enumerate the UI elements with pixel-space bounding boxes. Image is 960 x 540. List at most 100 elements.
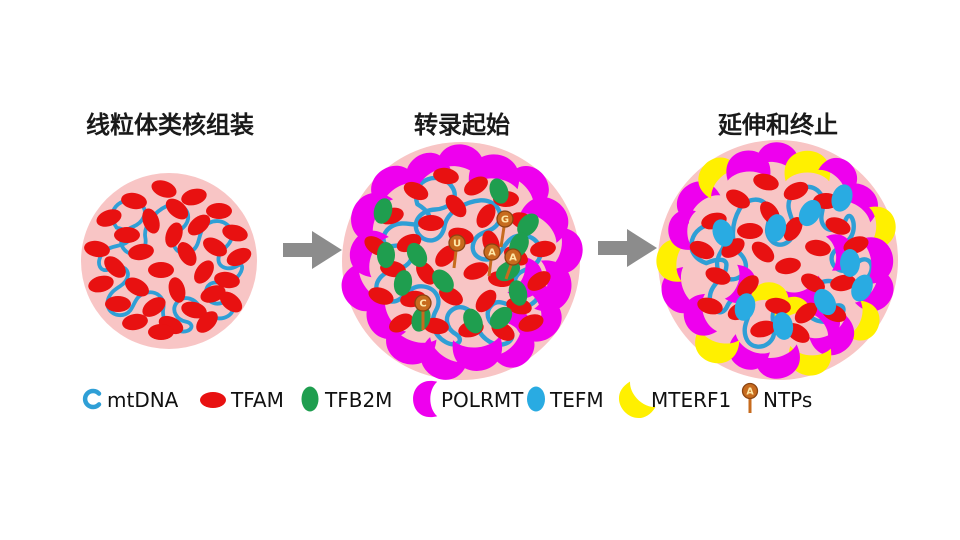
ntp-head xyxy=(483,243,501,261)
tfam-oval xyxy=(518,314,544,332)
tfam-oval xyxy=(751,241,775,263)
tfam-oval xyxy=(775,257,801,275)
legend: mtDNA TFAM TFB2M POLRMT TEFM MTERF1 A NT… xyxy=(82,380,812,418)
tfam-oval xyxy=(168,277,186,303)
tfam-oval xyxy=(114,227,140,243)
tfam-oval xyxy=(445,194,467,218)
tefm-oval xyxy=(798,199,822,227)
tfam-oval xyxy=(200,285,226,303)
legend-label: TFB2M xyxy=(324,388,392,412)
ntp-letter: U xyxy=(453,239,461,250)
legend-item-tfam: TFAM xyxy=(200,388,284,412)
panel-transcription-initiation: G U A A C xyxy=(341,142,583,380)
tfb2m-oval xyxy=(406,242,428,268)
ntp-letter: C xyxy=(419,299,426,310)
polrmt-crescent xyxy=(729,334,770,370)
tfam-oval xyxy=(368,287,394,305)
tfam-oval xyxy=(222,224,248,242)
tfam-oval xyxy=(416,261,436,285)
panel-title-nucleoid-assembly: 线粒体类核组装 xyxy=(86,111,254,139)
tefm-oval xyxy=(813,288,837,316)
tefm-oval xyxy=(765,214,787,242)
mterf1-crescent-icon xyxy=(619,381,656,418)
ntp-letter: A xyxy=(746,387,754,398)
polrmt-crescent xyxy=(726,150,771,181)
tfam-oval xyxy=(530,240,556,258)
tfam-oval xyxy=(435,245,457,267)
tfam-oval xyxy=(737,275,759,297)
polrmt-crescent xyxy=(520,197,569,243)
polrmt-crescent xyxy=(524,284,558,325)
ntp-stem xyxy=(487,259,493,277)
polrmt-crescent xyxy=(754,344,800,379)
tefm-oval xyxy=(772,312,794,340)
tfam-oval xyxy=(148,324,174,340)
tfb2m-oval xyxy=(373,198,393,224)
legend-item-mtdna: mtDNA xyxy=(82,388,179,412)
tfb2m-oval xyxy=(517,213,539,237)
ntp-head xyxy=(414,294,432,312)
tfam-oval xyxy=(125,277,149,297)
tfam-oval xyxy=(206,203,232,219)
tfam-oval xyxy=(783,181,809,201)
mterf1-crescent xyxy=(656,239,688,282)
mterf1-crescent xyxy=(867,206,896,248)
tfam-oval xyxy=(825,217,851,235)
mtdna-arc-icon xyxy=(82,388,102,410)
ntp-lollipop-g: G xyxy=(496,210,514,248)
tfam-oval xyxy=(203,237,227,257)
tfam-oval xyxy=(151,180,177,198)
tfb2m-oval xyxy=(508,280,528,306)
tfam-oval xyxy=(689,240,715,260)
tfam-oval xyxy=(750,320,776,338)
tfam-oval xyxy=(121,192,147,210)
tfam-oval xyxy=(753,173,779,191)
tfam-oval xyxy=(476,204,496,228)
tfam-oval xyxy=(88,275,114,293)
tfam-oval xyxy=(196,311,218,333)
mterf1-crescent xyxy=(846,300,880,341)
tfam-oval xyxy=(96,209,122,227)
ntp-head xyxy=(496,210,514,228)
tfam-oval xyxy=(464,176,488,196)
ntp-lollipop-a2: A xyxy=(504,248,522,280)
mterf1-crescent xyxy=(695,328,740,364)
tfam-oval xyxy=(403,181,429,201)
polrmt-crescent xyxy=(468,154,520,190)
tfam-oval xyxy=(122,313,148,331)
polrmt-crescent xyxy=(854,268,894,312)
legend-item-ntps: A NTPs xyxy=(741,382,812,413)
mtdna-strand xyxy=(374,175,543,347)
tfam-oval xyxy=(463,262,489,280)
legend-item-polrmt: POLRMT xyxy=(413,380,524,418)
tfam-oval xyxy=(142,208,160,234)
panel-nucleoid-assembly xyxy=(81,173,257,349)
tfb2m-oval xyxy=(463,308,483,334)
tfam-oval xyxy=(433,167,459,185)
tfam-oval-icon xyxy=(200,392,226,408)
legend-item-mterf1: MTERF1 xyxy=(619,381,731,418)
ntp-letter: A xyxy=(509,253,517,264)
tfam-oval xyxy=(418,215,444,231)
tfb2m-oval xyxy=(377,242,395,268)
tfam-oval xyxy=(105,296,131,312)
tfam-oval xyxy=(181,188,207,206)
legend-label: TEFM xyxy=(549,388,604,412)
tfam-oval xyxy=(84,240,110,258)
tefm-oval xyxy=(831,184,853,212)
panel3-shapes xyxy=(656,142,896,379)
ntp-stem xyxy=(504,264,513,280)
ntp-lollipop-c: C xyxy=(414,294,432,330)
tfam-oval xyxy=(219,291,243,313)
tfam-oval xyxy=(128,243,154,261)
tfam-oval xyxy=(726,189,750,209)
tefm-oval xyxy=(712,219,734,247)
tfam-oval xyxy=(181,301,207,319)
tfb2m-oval xyxy=(393,270,413,296)
legend-label: POLRMT xyxy=(441,388,524,412)
tfam-oval xyxy=(527,271,551,291)
tfam-oval xyxy=(177,242,197,266)
tefm-oval xyxy=(851,274,873,302)
